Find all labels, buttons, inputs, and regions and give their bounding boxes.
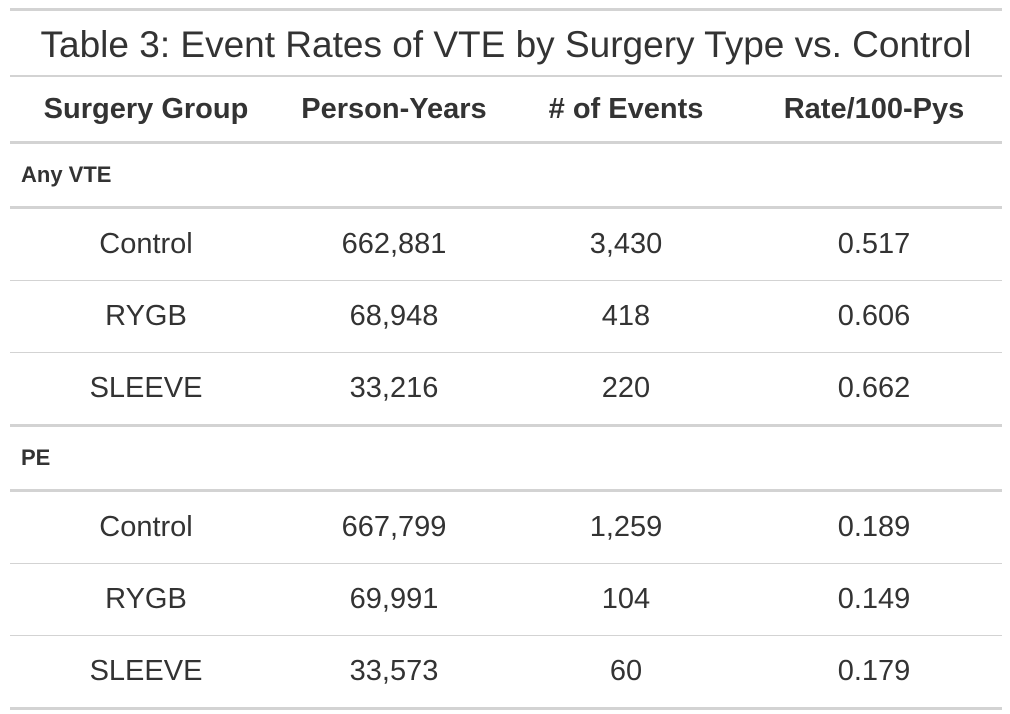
cell-rate: 0.179 xyxy=(746,635,1002,710)
table-row: RYGB 69,991 104 0.149 xyxy=(10,563,1002,636)
cell-person-years: 33,216 xyxy=(282,352,506,427)
cell-person-years: 667,799 xyxy=(282,490,506,564)
cell-rate: 0.606 xyxy=(746,280,1002,353)
cell-events: 220 xyxy=(506,352,746,427)
column-header-rate: Rate/100-Pys xyxy=(746,77,1002,144)
cell-surgery-group: RYGB xyxy=(10,280,282,353)
column-header-person-years: Person-Years xyxy=(282,77,506,144)
event-rates-table: Table 3: Event Rates of VTE by Surgery T… xyxy=(10,8,1002,710)
cell-rate: 0.189 xyxy=(746,490,1002,564)
cell-person-years: 68,948 xyxy=(282,280,506,353)
cell-surgery-group: Control xyxy=(10,490,282,564)
cell-person-years: 662,881 xyxy=(282,207,506,281)
table-row: Control 667,799 1,259 0.189 xyxy=(10,490,1002,564)
column-header-surgery-group: Surgery Group xyxy=(10,77,282,144)
group-row-any-vte: Any VTE xyxy=(10,142,1002,209)
table-row: SLEEVE 33,216 220 0.662 xyxy=(10,352,1002,427)
cell-surgery-group: Control xyxy=(10,207,282,281)
cell-surgery-group: RYGB xyxy=(10,563,282,636)
data-table: Surgery Group Person-Years # of Events R… xyxy=(10,77,1002,710)
table-row: SLEEVE 33,573 60 0.179 xyxy=(10,635,1002,710)
table-title: Table 3: Event Rates of VTE by Surgery T… xyxy=(10,11,1002,77)
cell-events: 104 xyxy=(506,563,746,636)
cell-rate: 0.662 xyxy=(746,352,1002,427)
top-rule xyxy=(10,8,1002,11)
header-row: Surgery Group Person-Years # of Events R… xyxy=(10,77,1002,144)
group-label: Any VTE xyxy=(10,142,1002,209)
cell-events: 3,430 xyxy=(506,207,746,281)
table-row: RYGB 68,948 418 0.606 xyxy=(10,280,1002,353)
cell-person-years: 69,991 xyxy=(282,563,506,636)
cell-surgery-group: SLEEVE xyxy=(10,635,282,710)
cell-events: 60 xyxy=(506,635,746,710)
cell-rate: 0.517 xyxy=(746,207,1002,281)
cell-events: 418 xyxy=(506,280,746,353)
cell-rate: 0.149 xyxy=(746,563,1002,636)
column-header-events: # of Events xyxy=(506,77,746,144)
table-row: Control 662,881 3,430 0.517 xyxy=(10,207,1002,281)
group-label: PE xyxy=(10,425,1002,492)
group-row-pe: PE xyxy=(10,425,1002,492)
cell-events: 1,259 xyxy=(506,490,746,564)
cell-surgery-group: SLEEVE xyxy=(10,352,282,427)
cell-person-years: 33,573 xyxy=(282,635,506,710)
